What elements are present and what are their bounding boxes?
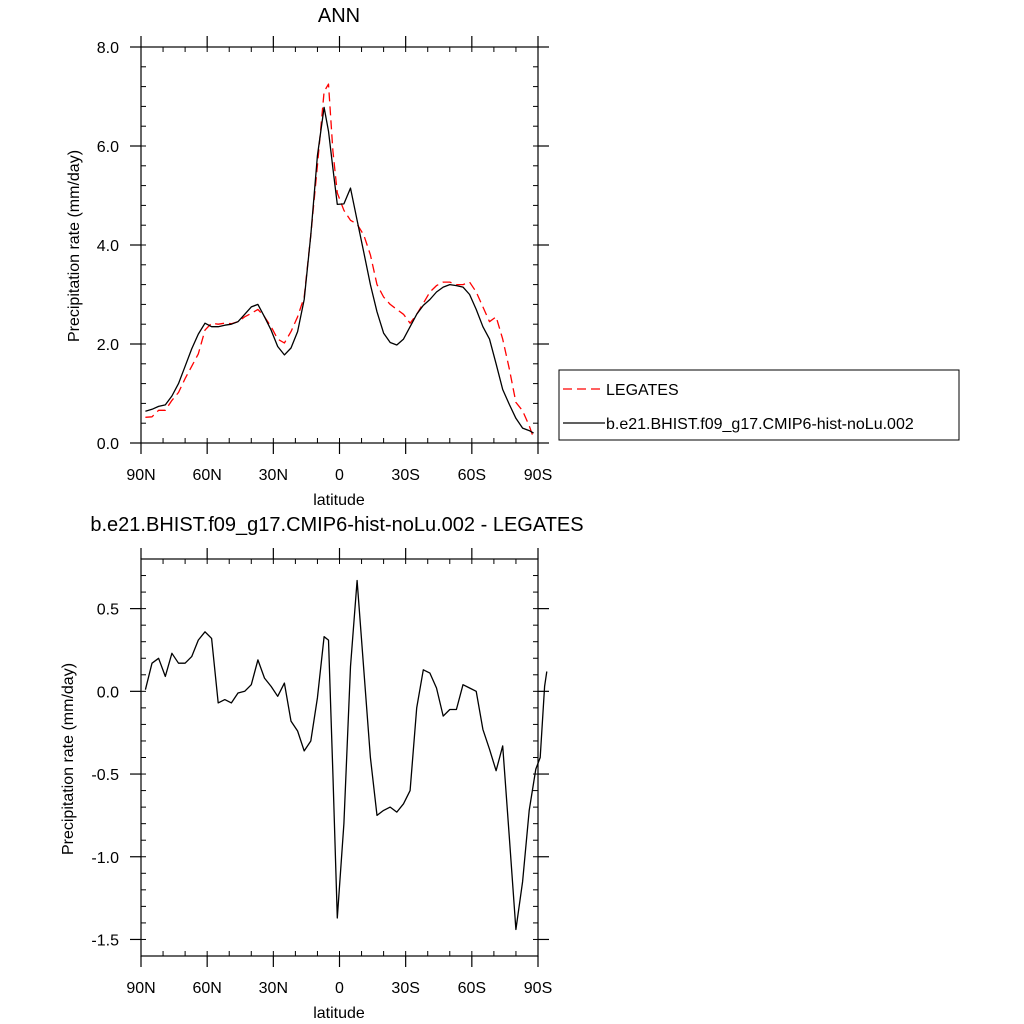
bottom-series-line-0 <box>144 579 548 931</box>
top-plot-frame <box>140 46 539 444</box>
bottom-y-tick-label: 0.5 <box>97 602 119 619</box>
bottom-x-tick-label: 90N <box>126 980 155 997</box>
bottom-x-tick-label: 0 <box>335 980 344 997</box>
top-chart-title: ANN <box>318 5 360 27</box>
bottom-series-lines <box>144 579 548 931</box>
top-series-lines <box>145 83 535 439</box>
bottom-x-tick-label: 60S <box>458 980 486 997</box>
top-series-line-0 <box>145 83 535 439</box>
top-x-tick-label: 60N <box>192 467 221 484</box>
legend-box <box>558 369 960 441</box>
bottom-y-tick-label: -0.5 <box>91 767 119 784</box>
top-y-tick-label: 6.0 <box>97 139 119 156</box>
top-axis-ticks: 90N 60N 30N 0 30S 60S 90S 0.0 2.0 4.0 6.0 8.0 <box>97 36 552 484</box>
bottom-y-axis-label: Precipitation rate (mm/day) <box>60 663 77 855</box>
top-y-tick-label: 0.0 <box>97 436 119 453</box>
bottom-chart-title: b.e21.BHIST.f09_g17.CMIP6-hist-noLu.002 … <box>90 514 583 536</box>
legend-label-model: b.e21.BHIST.f09_g17.CMIP6-hist-noLu.002 <box>606 416 914 433</box>
top-y-tick-label: 8.0 <box>97 40 119 57</box>
top-x-tick-label: 60S <box>458 467 486 484</box>
bottom-x-tick-label: 90S <box>524 980 552 997</box>
bottom-x-tick-label: 30N <box>259 980 288 997</box>
top-x-tick-label: 90S <box>524 467 552 484</box>
top-y-axis-label: Precipitation rate (mm/day) <box>66 150 83 342</box>
bottom-x-tick-label: 60N <box>192 980 221 997</box>
bottom-plot-frame <box>140 558 539 957</box>
legend: LEGATES b.e21.BHIST.f09_g17.CMIP6-hist-n… <box>558 369 960 441</box>
top-x-tick-label: 90N <box>126 467 155 484</box>
bottom-y-tick-label: -1.5 <box>91 932 119 949</box>
top-x-tick-label: 0 <box>335 467 344 484</box>
top-x-axis-label: latitude <box>313 492 365 509</box>
legend-label-legates: LEGATES <box>606 382 679 399</box>
top-series-line-1 <box>145 106 534 434</box>
top-x-tick-label: 30S <box>391 467 419 484</box>
top-chart-panel: ANN latitude Precipitation rate (mm/day)… <box>66 5 552 509</box>
bottom-y-tick-label: -1.0 <box>91 850 119 867</box>
bottom-chart-panel: b.e21.BHIST.f09_g17.CMIP6-hist-noLu.002 … <box>60 514 584 1022</box>
top-y-tick-label: 4.0 <box>97 238 119 255</box>
top-x-tick-label: 30N <box>259 467 288 484</box>
bottom-x-axis-label: latitude <box>313 1005 365 1022</box>
bottom-axis-ticks: 90N 60N 30N 0 30S 60S 90S -1.5 -1.0 -0.5 0.0 0.5 <box>91 548 552 997</box>
bottom-x-tick-label: 30S <box>391 980 419 997</box>
bottom-y-tick-label: 0.0 <box>97 684 119 701</box>
top-y-tick-label: 2.0 <box>97 337 119 354</box>
